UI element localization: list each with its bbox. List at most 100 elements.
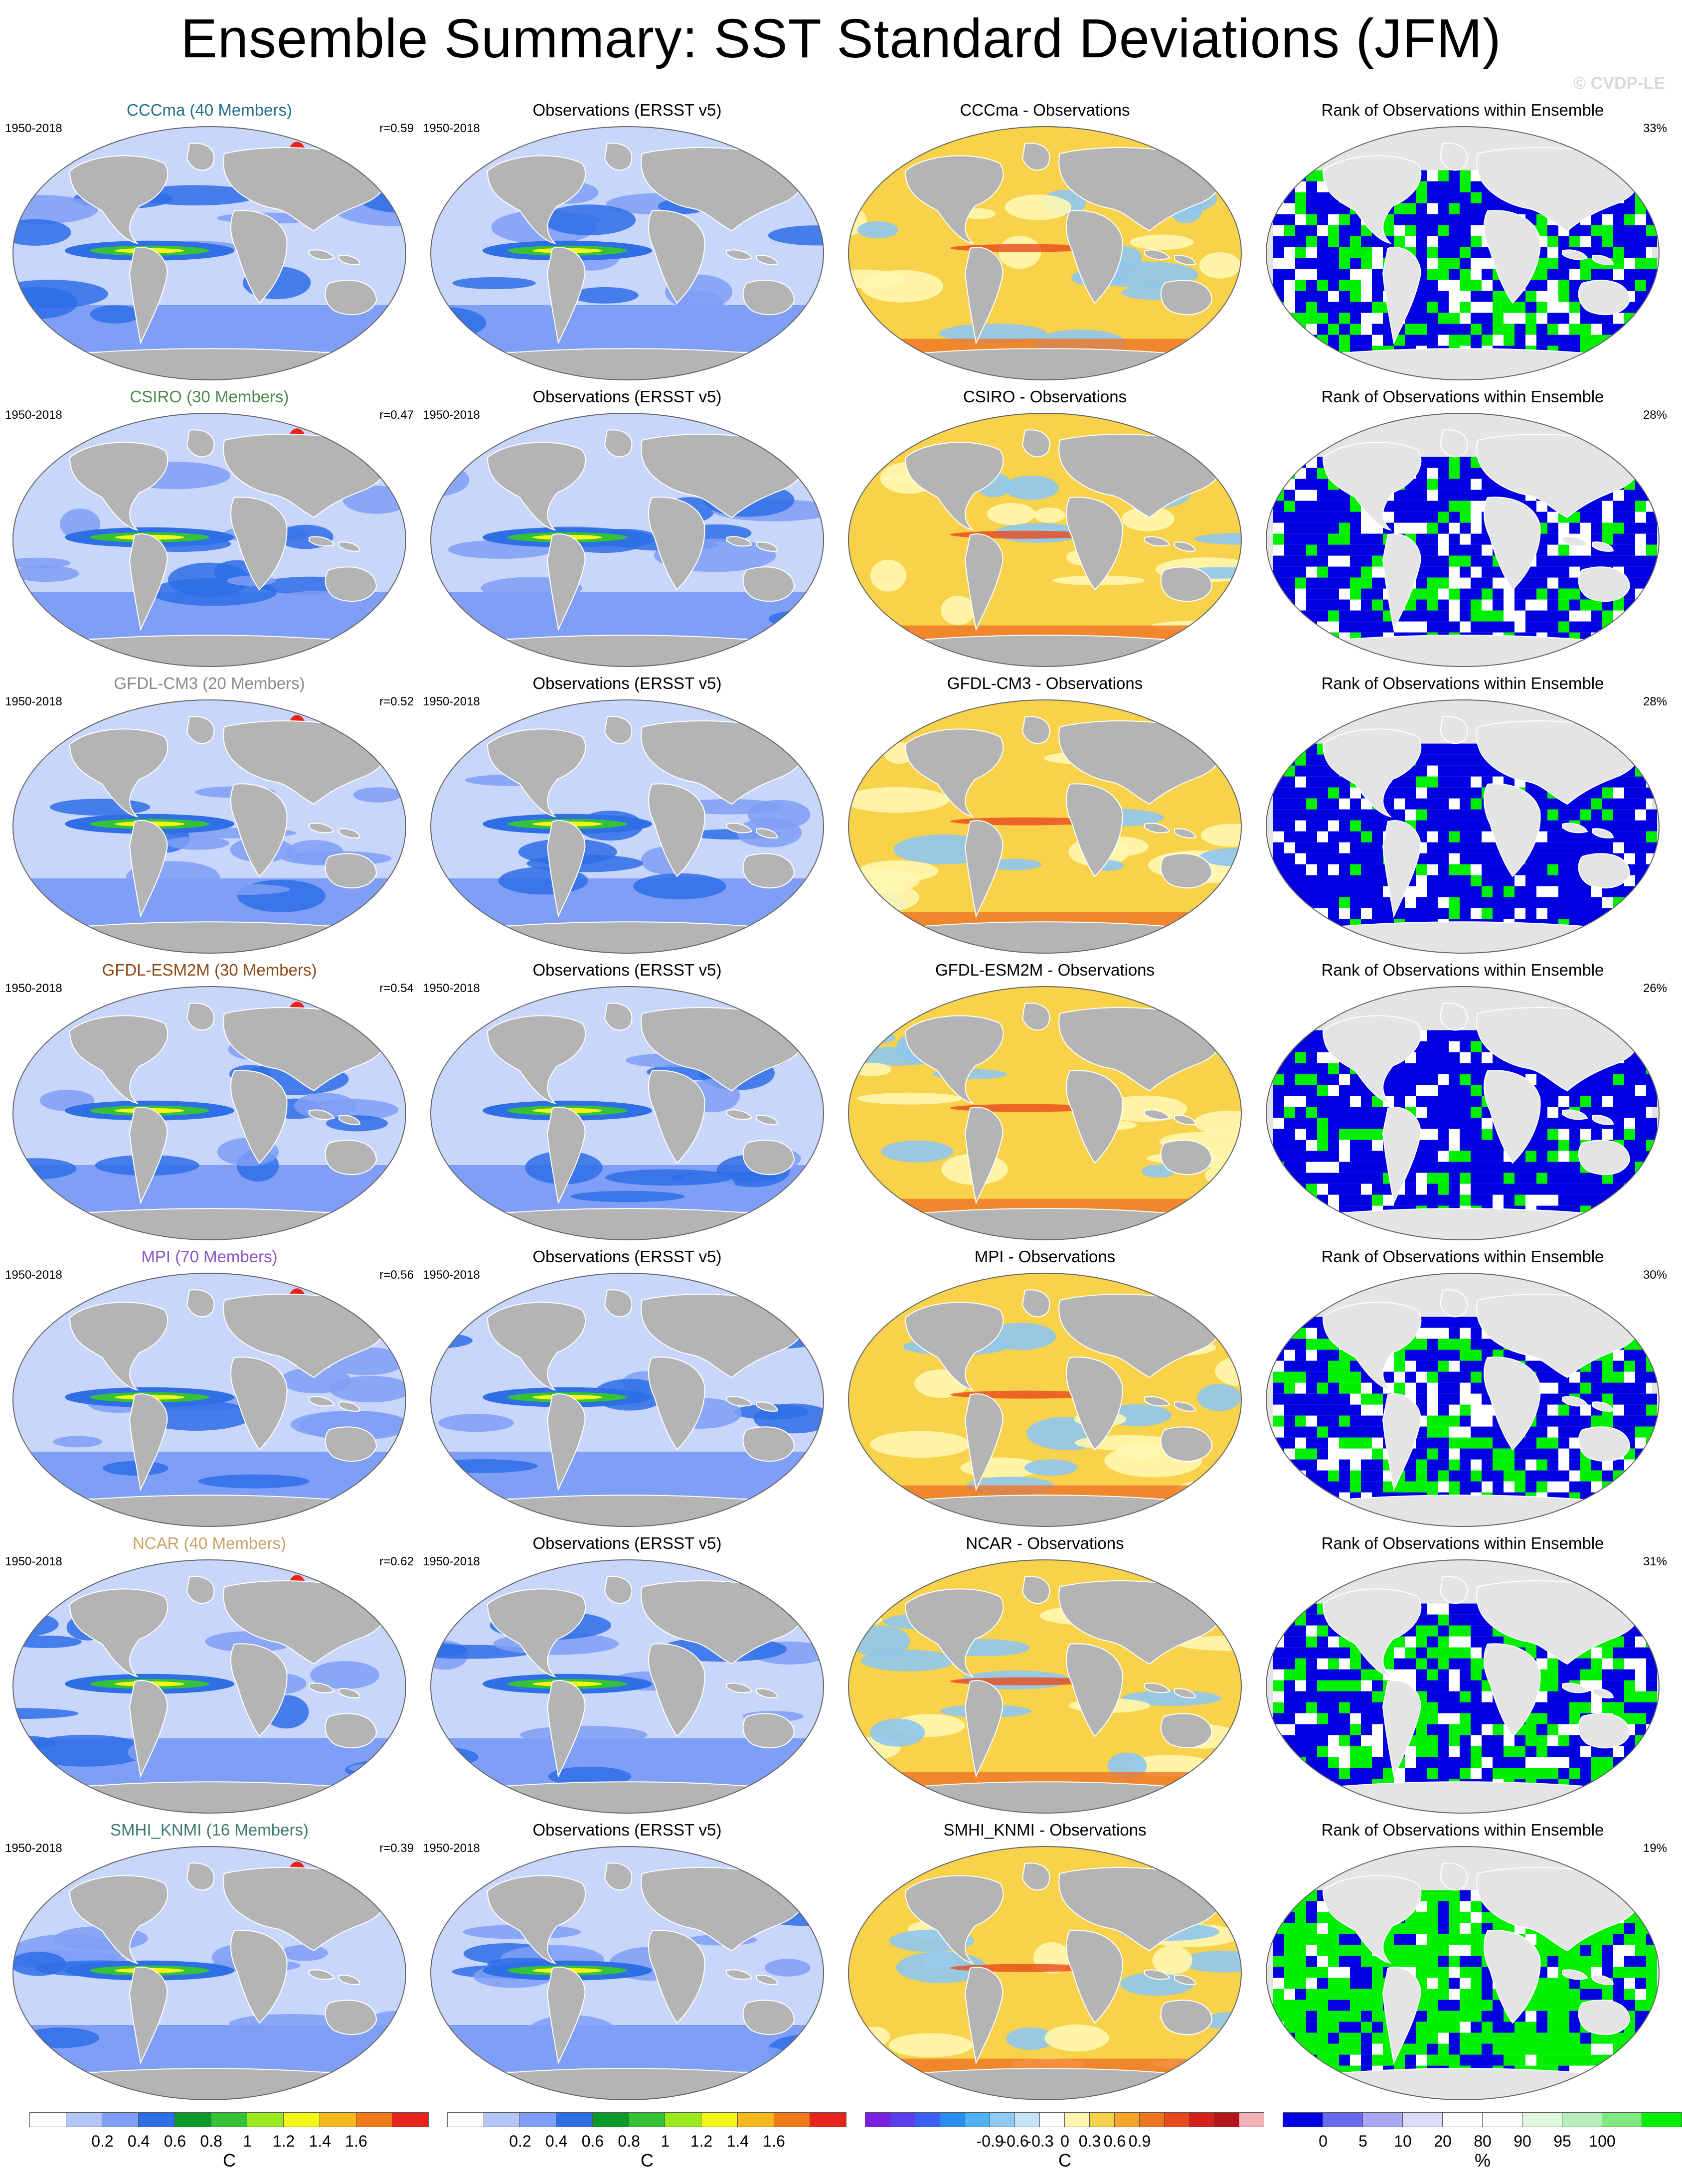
colorbar-swatch [1562,2112,1602,2127]
rank-percent-label: 28% [1643,695,1667,708]
correlation-label: r=0.54 [379,982,414,995]
map-rank [1266,1273,1660,1527]
rank-percent-label: 28% [1643,408,1667,422]
panel-obs-cccma: Observations (ERSST v5) 1950-2018 [423,100,832,384]
colorbar-swatch [319,2112,356,2127]
colorbar-tick-label: 100 [1589,2132,1616,2150]
colorbar-tick-label: 1 [661,2132,670,2150]
period-label: 1950-2018 [5,695,62,708]
colorbar-swatch [1402,2112,1443,2127]
colorbar-swatch [1189,2112,1214,2127]
panel-diff-cccma: CCCma - Observations [841,100,1249,384]
panel-title: GFDL-CM3 (20 Members) [114,674,305,692]
panel-rank-cccma: Rank of Observations within Ensemble 33% [1258,100,1667,384]
period-label: 1950-2018 [423,695,480,708]
colorbar-tick-label: 0.6 [581,2132,604,2150]
period-label: 1950-2018 [423,1842,480,1855]
colorbar-tick-label: 0.8 [618,2132,640,2150]
colorbar-tick-label: 0.4 [127,2132,150,2150]
rank-percent-label: 19% [1643,1842,1667,1855]
colorbar-tick-label: 1.6 [763,2132,785,2150]
colorbar-tick-label: 0.2 [509,2132,531,2150]
panel-obs-mpi: Observations (ERSST v5) 1950-2018 [423,1246,832,1530]
colorbar-tick-label: 0.8 [200,2132,222,2150]
panel-rank-gfdl-esm2m: Rank of Observations within Ensemble 26% [1258,960,1667,1244]
colorbar-tick-label: 1.4 [309,2132,332,2150]
colorbar-swatch [29,2112,66,2127]
rank-percent-label: 31% [1643,1555,1667,1568]
colorbar-4: 0 5 10 20 80 90 95 100% [1283,2106,1682,2171]
colorbar-tick-label: 5 [1358,2132,1367,2150]
map-obs [430,413,824,667]
panel-title: Observations (ERSST v5) [532,961,722,979]
colorbar-tick-label: 80 [1474,2132,1492,2150]
colorbar-swatch [665,2112,702,2127]
colorbar-boxes [29,2112,429,2127]
colorbar-swatch [138,2112,175,2127]
map-rank [1266,699,1660,954]
colorbar-swatch [1642,2112,1682,2127]
colorbar-tick-label: 0.4 [545,2132,568,2150]
map-model [12,1559,406,1814]
colorbar-unit: C [641,2150,654,2171]
colorbar-tick-label: 0.6 [164,2132,186,2150]
colorbar-swatch [1089,2112,1115,2127]
colorbar-swatch [592,2112,629,2127]
colorbar-swatch [1442,2112,1483,2127]
colorbar-tick-label: 1.6 [345,2132,367,2150]
panel-diff-gfdl-cm3: GFDL-CM3 - Observations [841,673,1249,957]
map-model [12,126,406,380]
map-diff [848,1273,1242,1527]
colorbar-swatch [628,2112,666,2127]
colorbar-swatch [355,2112,393,2127]
colorbar-boxes [1283,2112,1682,2127]
panel-model-gfdl-cm3: GFDL-CM3 (20 Members) 1950-2018 r=0.52 [5,673,414,957]
panel-model-cccma: CCCma (40 Members) 1950-2018 r=0.59 [5,100,414,384]
colorbar-swatch [940,2112,965,2127]
rank-percent-label: 30% [1643,1268,1667,1282]
colorbar-swatch [174,2112,211,2127]
panel-title: MPI - Observations [974,1247,1116,1266]
panel-title: Rank of Observations within Ensemble [1321,961,1604,979]
panel-title: Rank of Observations within Ensemble [1321,1247,1604,1266]
colorbar-swatch [737,2112,774,2127]
panel-title: GFDL-ESM2M - Observations [935,961,1155,979]
colorbar-tick-label: 95 [1553,2132,1571,2150]
colorbar-tick-label: 0.2 [91,2132,114,2150]
map-diff [848,1846,1242,2100]
panel-rank-gfdl-cm3: Rank of Observations within Ensemble 28% [1258,673,1667,957]
period-label: 1950-2018 [5,408,62,422]
colorbar-swatch [1239,2112,1264,2127]
colorbar-swatch [865,2112,890,2127]
panel-diff-ncar: NCAR - Observations [841,1533,1249,1817]
correlation-label: r=0.62 [379,1555,414,1568]
colorbar-swatch [1039,2112,1065,2127]
map-rank [1266,1559,1660,1814]
panel-title: CCCma - Observations [960,101,1130,119]
panel-diff-gfdl-esm2m: GFDL-ESM2M - Observations [841,960,1249,1244]
map-model [12,986,406,1240]
map-model [12,1273,406,1527]
colorbar-tick-label: 1.2 [272,2132,295,2150]
colorbar-tick-label: 0.9 [1128,2132,1151,2150]
colorbar-unit: C [1058,2150,1071,2171]
colorbar-swatch [556,2112,593,2127]
colorbar-swatch [1014,2112,1040,2127]
colorbar-2: 0.2 0.4 0.6 0.8 1 1.2 1.4 1.6 C [447,2106,847,2171]
map-obs [430,1559,824,1814]
map-rank [1266,986,1660,1240]
panel-title: Observations (ERSST v5) [532,101,722,119]
colorbar-swatch [1362,2112,1403,2127]
map-obs [430,126,824,380]
colorbar-swatch [1139,2112,1165,2127]
map-model [12,413,406,667]
colorbar-tick-label: 0.3 [1078,2132,1101,2150]
panel-title: CSIRO - Observations [963,387,1127,406]
colorbar-swatch [773,2112,811,2127]
colorbar-swatch [965,2112,990,2127]
panel-title: Rank of Observations within Ensemble [1321,101,1604,119]
map-rank [1266,1846,1660,2100]
panel-obs-csiro: Observations (ERSST v5) 1950-2018 [423,386,832,671]
colorbar-swatch [1164,2112,1189,2127]
panel-rank-mpi: Rank of Observations within Ensemble 30% [1258,1246,1667,1530]
